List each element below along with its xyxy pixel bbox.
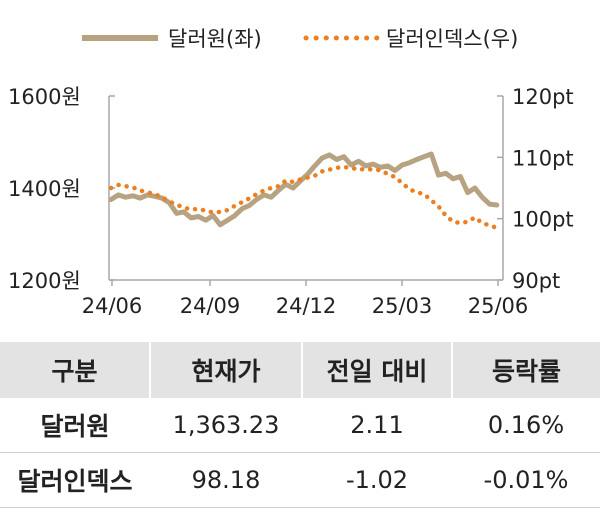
fx-chart: 달러원(좌) 달러인덱스(우) 1200원 1400원 1600원 90pt 100p… [8, 27, 574, 318]
right-tick-label: 120pt [512, 85, 574, 109]
legend: 달러원(좌) 달러인덱스(우) [82, 27, 518, 51]
right-tick-label: 100pt [512, 208, 574, 232]
x-tick-label: 24/09 [180, 294, 241, 318]
left-tick-label: 1400원 [8, 177, 81, 201]
right-axis-ticks: 90pt 100pt 110pt 120pt [497, 85, 574, 293]
row-usdkrw-price: 1,363.23 [150, 398, 302, 453]
right-tick-label: 90pt [512, 269, 560, 293]
x-axis-ticks: 24/06 24/09 24/12 25/03 25/06 [82, 280, 529, 318]
series-line-usdkrw [108, 151, 500, 228]
left-axis-ticks: 1200원 1400원 1600원 [8, 85, 115, 293]
row-usdkrw-rate: 0.16% [452, 398, 600, 453]
right-tick-label: 110pt [512, 146, 574, 170]
row-dxy-rate: -0.01% [452, 452, 600, 508]
table-row: 달러원 1,363.23 2.11 0.16% [0, 398, 600, 453]
left-tick-label: 1200원 [8, 269, 81, 293]
header-current-price: 현재가 [150, 342, 303, 398]
row-dxy-name: 달러인덱스 [0, 452, 150, 508]
header-change-rate: 등락률 [452, 342, 600, 398]
x-tick-label: 24/12 [276, 294, 337, 318]
series-line-dxy [108, 164, 500, 231]
row-usdkrw-change: 2.11 [302, 398, 452, 453]
series-group [108, 151, 500, 231]
header-category: 구분 [0, 342, 151, 398]
left-tick-label: 1600원 [8, 85, 81, 109]
x-tick-label: 25/03 [372, 294, 433, 318]
legend-label-usdkrw: 달러원(좌) [168, 27, 262, 51]
legend-label-dxy: 달러인덱스(우) [386, 27, 518, 51]
header-change: 전일 대비 [302, 342, 453, 398]
table-header-row: 구분 현재가 전일 대비 등락률 [0, 342, 600, 398]
row-dxy-price: 98.18 [150, 452, 302, 508]
row-usdkrw-name: 달러원 [0, 398, 150, 453]
x-tick-label: 24/06 [82, 294, 143, 318]
row-dxy-change: -1.02 [302, 452, 452, 508]
x-tick-label: 25/06 [468, 294, 529, 318]
table-row: 달러인덱스 98.18 -1.02 -0.01% [0, 452, 600, 508]
summary-table: 구분 현재가 전일 대비 등락률 달러원 1,363.23 2.11 0.16%… [0, 342, 600, 508]
